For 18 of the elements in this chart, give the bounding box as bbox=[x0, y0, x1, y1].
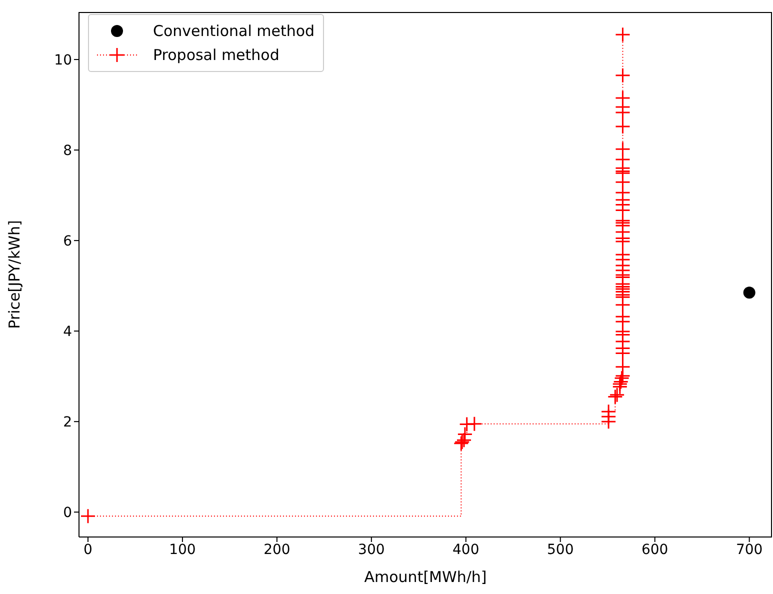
y-tick-label: 10 bbox=[54, 52, 72, 68]
y-tick-label: 0 bbox=[63, 505, 72, 522]
x-tick-label: 100 bbox=[169, 542, 196, 558]
legend-label: Proposal method bbox=[153, 46, 280, 64]
y-tick-label: 8 bbox=[63, 143, 72, 160]
x-tick-label: 500 bbox=[547, 542, 574, 558]
x-axis-title: Amount[MWh/h] bbox=[364, 568, 487, 586]
y-axis-title: Price[JPY/kWh] bbox=[5, 220, 24, 329]
legend-label: Conventional method bbox=[153, 22, 315, 40]
x-tick-label: 200 bbox=[264, 542, 290, 558]
x-tick-label: 600 bbox=[641, 542, 668, 558]
y-tick-label: 2 bbox=[63, 414, 72, 431]
y-tick-label: 4 bbox=[63, 324, 72, 340]
x-tick-label: 400 bbox=[452, 542, 480, 558]
x-tick-label: 300 bbox=[358, 542, 385, 558]
x-tick-label: 0 bbox=[84, 542, 92, 558]
y-tick-label: 6 bbox=[63, 234, 72, 250]
x-tick-label: 700 bbox=[736, 542, 763, 558]
